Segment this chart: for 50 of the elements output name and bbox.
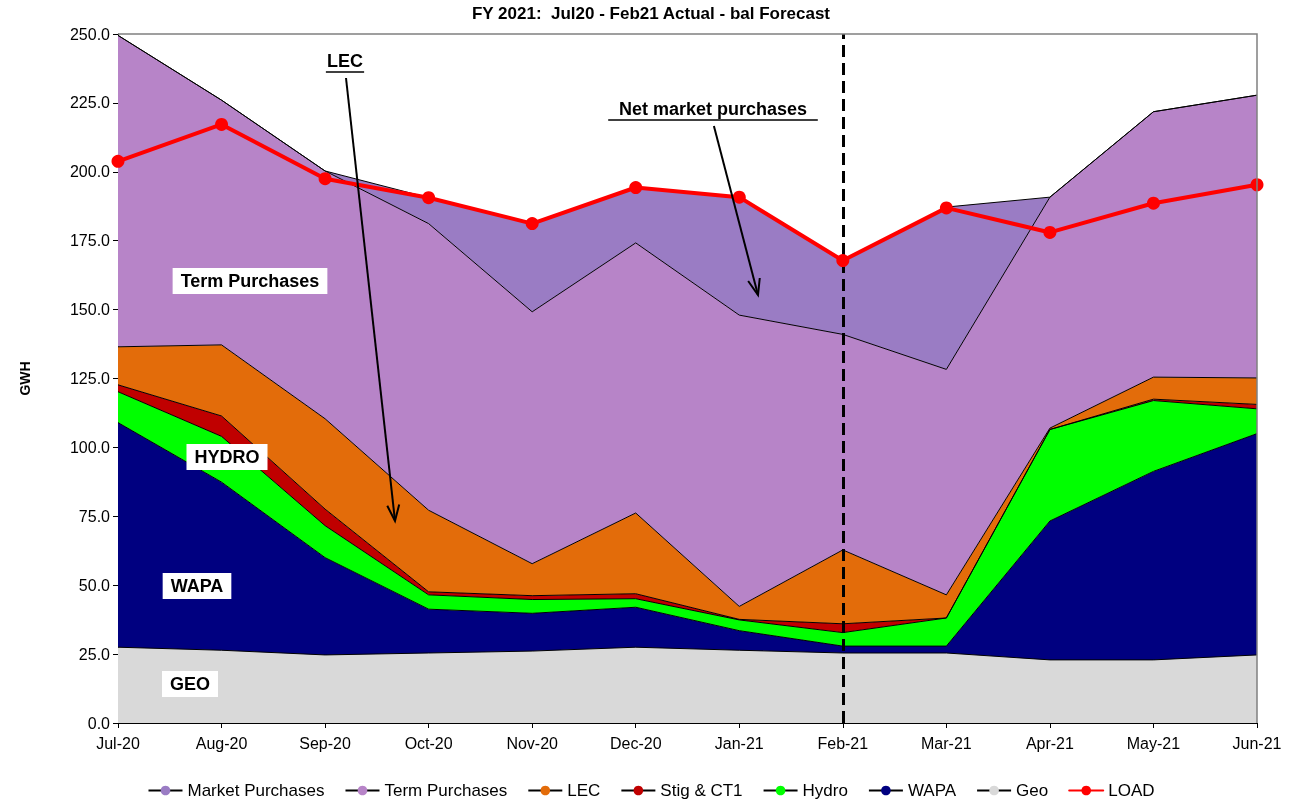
- chart-title: FY 2021: Jul20 - Feb21 Actual - bal Forecast: [471, 4, 831, 23]
- x-tick-label: Dec-20: [609, 734, 662, 752]
- legend-label: Market Purchases: [187, 781, 325, 800]
- legend-label: LOAD: [1108, 781, 1155, 800]
- y-tick-label: 250.0: [69, 25, 111, 43]
- point: [629, 181, 643, 195]
- y-tick-label: 75.0: [78, 507, 111, 525]
- y-tick-label: 225.0: [69, 94, 111, 112]
- y-tick-label: 125.0: [69, 370, 111, 387]
- x-tick-label: Jan-21: [714, 734, 764, 752]
- x-tick-label: Mar-21: [921, 734, 972, 752]
- annotation: HYDRO: [194, 447, 260, 467]
- point: [732, 190, 746, 204]
- annotation: Net market purchases: [618, 99, 808, 119]
- point: [422, 191, 436, 205]
- x-tick-label: Nov-20: [506, 734, 559, 752]
- y-tick-label: 25.0: [78, 645, 111, 663]
- x-tick-label: Aug-20: [195, 734, 248, 752]
- point: [939, 201, 953, 215]
- point: [836, 254, 850, 268]
- x-tick-label: May-21: [1126, 734, 1181, 752]
- y-tick-label: 100.0: [69, 438, 111, 456]
- annotation: Term Purchases: [180, 271, 320, 291]
- point: [215, 117, 229, 131]
- legend-label: Stig & CT1: [660, 781, 743, 800]
- annotation: WAPA: [170, 576, 224, 596]
- x-tick-label: Jun-21: [1232, 734, 1282, 752]
- point: [111, 154, 125, 168]
- x-tick-label: Apr-21: [1025, 734, 1075, 752]
- y-tick-label: 50.0: [78, 576, 111, 594]
- x-tick-label: Oct-20: [404, 734, 453, 752]
- annotation: LEC: [327, 51, 363, 71]
- x-tick-label: Feb-21: [817, 734, 869, 752]
- annotation: GEO: [169, 674, 211, 694]
- y-tick-label: 0.0: [87, 714, 111, 732]
- legend-label: WAPA: [907, 781, 957, 800]
- x-tick-label: Sep-20: [299, 734, 351, 752]
- x-tick-label: Jul-20: [96, 734, 140, 752]
- y-tick-label: 200.0: [69, 163, 111, 181]
- y-tick-label: 150.0: [69, 301, 111, 319]
- y-tick-label: 175.0: [69, 232, 111, 250]
- point: [318, 172, 332, 186]
- legend-label: Hydro: [802, 781, 848, 800]
- y-axis-title: GWH: [17, 361, 33, 396]
- legend-label: LEC: [567, 781, 601, 800]
- point: [1043, 225, 1057, 239]
- point: [1146, 196, 1160, 210]
- legend-label: Geo: [1016, 781, 1049, 800]
- legend-label: Term Purchases: [384, 781, 508, 800]
- point: [525, 217, 539, 231]
